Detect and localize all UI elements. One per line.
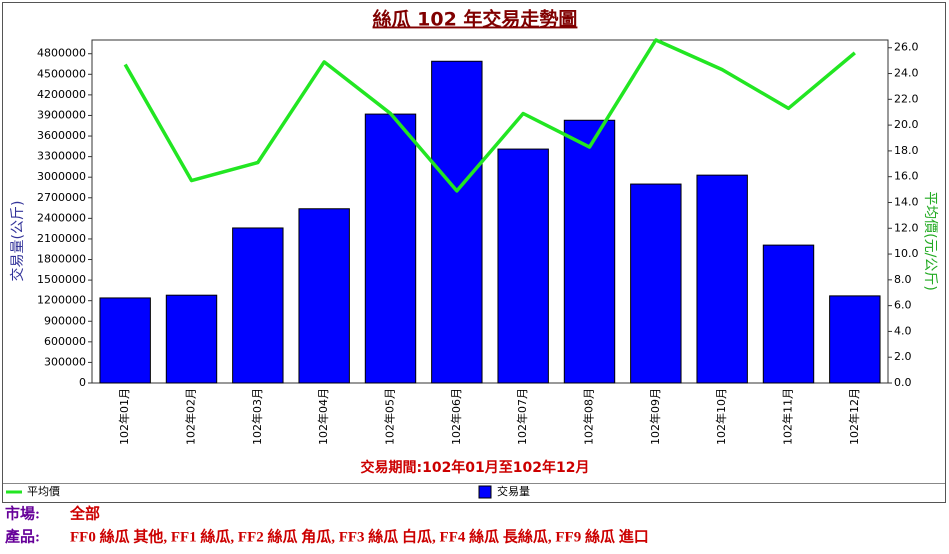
- x-tick-label: 102年12月: [847, 388, 861, 445]
- x-tick-label: 102年04月: [316, 388, 330, 445]
- y2-axis-label: 平均價(元/公斤): [922, 191, 939, 291]
- y-tick-label: 1800000: [37, 253, 86, 266]
- x-tick-label: 102年07月: [515, 388, 529, 445]
- bar: [829, 295, 881, 384]
- line: [123, 38, 856, 193]
- x-tick-label: 102年09月: [648, 388, 662, 445]
- y-tick-label: 2700000: [37, 191, 86, 204]
- y-tick-label: 3900000: [37, 108, 86, 121]
- plot-frame: [91, 39, 889, 384]
- bar: [298, 208, 350, 384]
- x-tick-label: 102年08月: [582, 388, 596, 445]
- y-tick-label: 2100000: [37, 232, 86, 245]
- y2-tick-label: 10.0: [894, 247, 919, 260]
- y-tick-label: 900000: [44, 314, 86, 327]
- x-tick-label: 102年05月: [383, 388, 397, 445]
- legend-swatch: [478, 485, 492, 499]
- legend-label: 交易量: [497, 484, 530, 498]
- y-tick-label: 2400000: [37, 211, 86, 224]
- y-tick-label: 300000: [44, 355, 86, 368]
- chart-title: 絲瓜 102 年交易走勢圖: [373, 8, 578, 31]
- x-tick-label: 102年01月: [117, 388, 131, 445]
- legend-label: 平均價: [27, 484, 60, 498]
- y-tick-label: 3000000: [37, 170, 86, 183]
- y2-tick-label: 0.0: [894, 376, 912, 389]
- x-tick-label: 102年03月: [250, 388, 264, 445]
- y-tick-label: 1500000: [37, 273, 86, 286]
- bar: [696, 174, 748, 384]
- y2-tick-label: 18.0: [894, 144, 919, 157]
- y2-tick-label: 26.0: [894, 41, 919, 54]
- y-tick-label: 4800000: [37, 47, 86, 60]
- bar: [431, 60, 483, 384]
- x-tick-label: 102年02月: [184, 388, 198, 445]
- bar: [497, 148, 549, 384]
- bar: [762, 244, 815, 384]
- y2-tick-label: 12.0: [894, 221, 919, 234]
- bar: [165, 294, 218, 384]
- market-label: 市場:: [5, 504, 40, 522]
- x-tick-label: 102年10月: [714, 388, 728, 445]
- y-tick-label: 4500000: [37, 67, 86, 80]
- bar: [364, 113, 417, 384]
- y-tick-label: 3600000: [37, 129, 86, 142]
- x-tick-label: 102年06月: [449, 388, 463, 445]
- y2-tick-label: 8.0: [894, 273, 912, 286]
- bar: [232, 227, 284, 384]
- market-value: 全部: [69, 504, 100, 522]
- bar: [99, 297, 151, 384]
- y-tick-label: 0: [79, 376, 86, 389]
- y2-tick-label: 14.0: [894, 195, 919, 208]
- y2-tick-label: 2.0: [894, 350, 912, 363]
- y2-tick-label: 4.0: [894, 324, 912, 337]
- y-tick-label: 3300000: [37, 150, 86, 163]
- product-label: 產品:: [4, 527, 40, 545]
- bar: [563, 119, 616, 384]
- y-axis-label: 交易量(公斤): [9, 201, 26, 282]
- y2-tick-label: 16.0: [894, 170, 919, 183]
- x-axis-label: 交易期間:102年01月至102年12月: [360, 459, 589, 476]
- x-tick-label: 102年11月: [781, 388, 795, 445]
- y-tick-label: 4200000: [37, 88, 86, 101]
- y2-tick-label: 22.0: [894, 92, 919, 105]
- y-tick-label: 600000: [44, 335, 86, 348]
- product-value: FF0 絲瓜 其他, FF1 絲瓜, FF2 絲瓜 角瓜, FF3 絲瓜 白瓜,…: [70, 527, 649, 545]
- y-tick-label: 1200000: [37, 294, 86, 307]
- bar: [630, 183, 682, 384]
- y2-tick-label: 6.0: [894, 299, 912, 312]
- y2-tick-label: 20.0: [894, 118, 919, 131]
- y2-tick-label: 24.0: [894, 67, 919, 80]
